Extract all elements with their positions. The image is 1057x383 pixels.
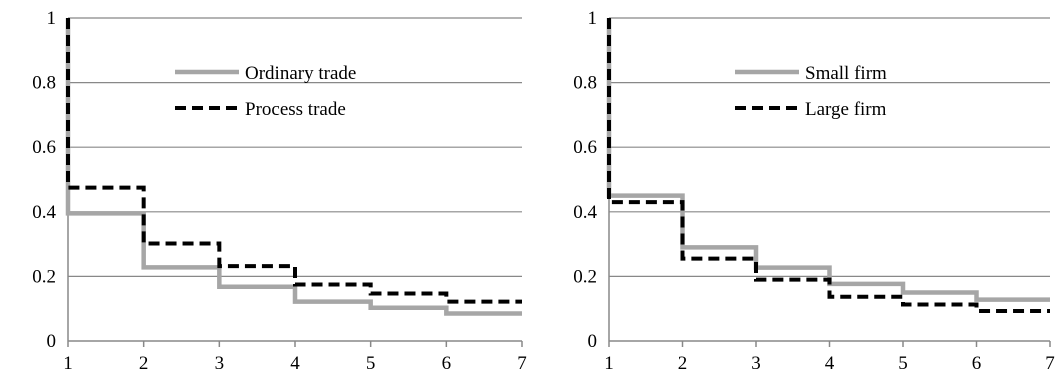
x-tick-label: 4 (290, 353, 300, 374)
series-line-2 (607, 18, 1050, 313)
x-tick-label: 2 (139, 353, 149, 374)
x-tick-label: 4 (825, 353, 835, 374)
x-tick-label: 6 (442, 353, 452, 374)
chart-panel-1: 0 0.2 0.4 0.6 0.8 1 1 2 3 4 5 6 7 Ordinary trade Proce… (32, 8, 527, 374)
series-line-2 (66, 18, 522, 304)
x-tick-label: 7 (517, 353, 527, 374)
y-tick-label: 0.2 (573, 266, 597, 287)
y-tick-label: 0.8 (32, 73, 56, 94)
y-tick-label: 0.6 (573, 137, 597, 158)
x-tick-label: 2 (678, 353, 688, 374)
legend-label-2: Process trade (245, 99, 346, 120)
y-tick-label: 1 (588, 8, 598, 29)
legend-label-2: Large firm (805, 99, 887, 120)
x-tick-label: 3 (751, 353, 761, 374)
series-line-1 (606, 18, 1050, 302)
y-tick-label: 0.8 (573, 73, 597, 94)
x-tick-label: 1 (604, 353, 614, 374)
legend-label-1: Small firm (805, 63, 887, 84)
y-tick-label: 1 (47, 8, 57, 29)
x-tick-label: 5 (366, 353, 376, 374)
legend-label-1: Ordinary trade (245, 63, 356, 84)
x-tick-label: 1 (63, 353, 73, 374)
x-tick-label: 6 (972, 353, 982, 374)
x-tick-label: 3 (215, 353, 225, 374)
series-line-1 (65, 18, 522, 316)
chart-panel-2: 0 0.2 0.4 0.6 0.8 1 1 2 3 4 5 6 7 Small firm Large fir… (573, 8, 1055, 374)
y-tick-label: 0.4 (573, 202, 597, 223)
y-tick-label: 0.6 (32, 137, 56, 158)
y-tick-label: 0.2 (32, 266, 56, 287)
y-tick-label: 0 (588, 331, 598, 352)
y-tick-label: 0 (47, 331, 57, 352)
y-tick-label: 0.4 (32, 202, 56, 223)
x-tick-label: 5 (898, 353, 908, 374)
x-tick-label: 7 (1045, 353, 1055, 374)
